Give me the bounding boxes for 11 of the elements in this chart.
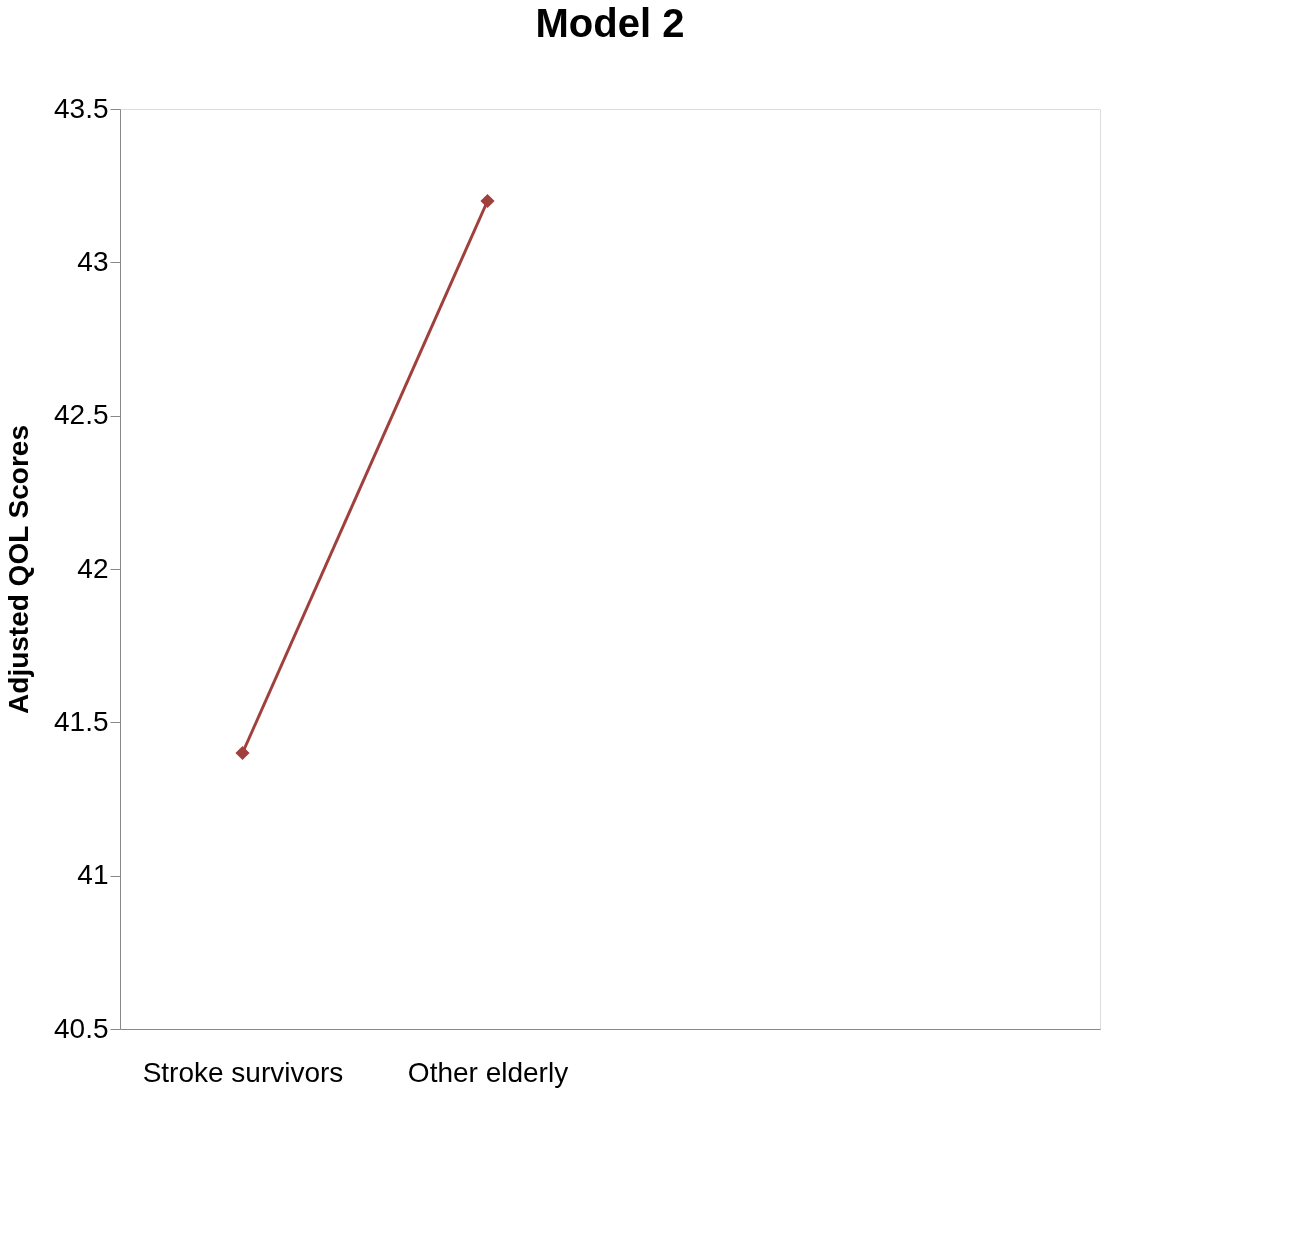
y-tick-label: 43 [77,245,109,277]
x-tick-label: Other elderly [407,1056,569,1088]
y-tick-label: 40.5 [54,1012,109,1044]
y-tick-label: 41.5 [54,705,109,737]
chart-title: Model 2 [535,1,685,45]
y-tick-label: 41 [77,859,109,891]
y-tick-label: 42 [77,552,109,584]
x-tick-label: Stroke survivors [142,1056,344,1088]
y-tick-label: 42.5 [54,399,109,431]
y-axis-title: Adjusted QOL Scores [3,425,34,714]
y-tick-label: 43.5 [54,92,109,124]
